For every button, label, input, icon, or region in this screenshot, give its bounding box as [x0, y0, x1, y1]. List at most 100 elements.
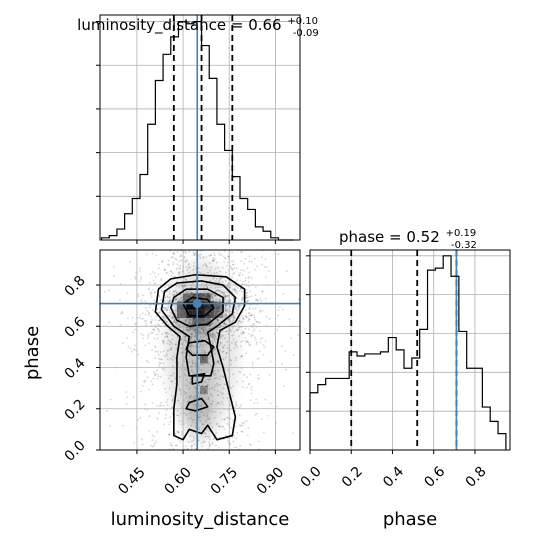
joint-scatter-point: [188, 361, 191, 363]
joint-scatter-point: [183, 338, 186, 341]
joint-scatter-point: [188, 320, 191, 323]
joint-density-panel: 0.45 0.60 0.75 0.90 0.0 0.2 0.4 0.6 0.8 luminos…: [22, 249, 301, 530]
joint-scatter-point: [218, 281, 221, 284]
joint-scatter-point: [229, 265, 232, 268]
joint-scatter-point: [258, 357, 260, 360]
joint-scatter-point: [178, 323, 181, 326]
joint-scatter-point: [242, 422, 245, 425]
joint-scatter-point: [225, 330, 227, 333]
joint-scatter-point: [260, 256, 263, 259]
joint-scatter-point: [190, 424, 193, 427]
joint-scatter-point: [225, 304, 227, 307]
joint-scatter-point: [231, 334, 234, 337]
joint-scatter-point: [233, 316, 236, 319]
joint-scatter-point: [168, 433, 170, 436]
joint-scatter-point: [143, 380, 146, 382]
joint-scatter-point: [139, 278, 142, 281]
joint-scatter-point: [229, 417, 232, 420]
joint-scatter-point: [216, 423, 219, 425]
joint-scatter-point: [247, 316, 249, 319]
joint-scatter-point: [281, 345, 283, 347]
joint-scatter-point: [211, 296, 213, 299]
joint-scatter-point: [129, 260, 132, 263]
joint-scatter-point: [181, 420, 183, 422]
joint-scatter-point: [257, 321, 260, 324]
joint-scatter-point: [162, 404, 165, 407]
joint-scatter-point: [223, 261, 225, 263]
joint-scatter-point: [208, 435, 211, 438]
joint-scatter-point: [168, 433, 170, 436]
joint-scatter-point: [243, 373, 246, 376]
joint-scatter-point: [211, 300, 214, 302]
joint-scatter-point: [167, 259, 170, 262]
joint-scatter-point: [211, 259, 214, 262]
joint-scatter-point: [256, 320, 258, 323]
phase-x-tick-label: 0.2: [339, 464, 366, 491]
joint-scatter-point: [232, 320, 234, 322]
joint-scatter-point: [179, 255, 181, 258]
joint-scatter-point: [190, 365, 193, 368]
joint-scatter-point: [190, 291, 193, 294]
joint-scatter-point: [156, 307, 159, 310]
joint-scatter-point: [207, 360, 210, 363]
phase-x-tick-label: 0.0: [298, 464, 325, 491]
joint-scatter-point: [144, 371, 146, 374]
joint-scatter-point: [157, 273, 160, 276]
joint-scatter-point: [246, 434, 249, 437]
joint-scatter-point: [174, 299, 176, 302]
joint-scatter-point: [215, 331, 218, 334]
joint-scatter-point: [189, 323, 192, 326]
joint-scatter-point: [187, 290, 189, 293]
joint-scatter-point: [214, 301, 217, 303]
joint-scatter-point: [174, 432, 177, 435]
joint-scatter-point: [179, 272, 181, 275]
joint-scatter-point: [234, 359, 237, 362]
joint-scatter-point: [193, 398, 196, 401]
joint-scatter-point: [235, 345, 238, 348]
joint-scatter-point: [192, 345, 195, 347]
joint-scatter-point: [245, 316, 248, 319]
joint-scatter-point: [157, 267, 160, 270]
joint-scatter-point: [156, 337, 159, 340]
joint-scatter-point: [198, 318, 200, 321]
joint-scatter-point: [208, 295, 211, 298]
joint-scatter-point: [204, 333, 207, 336]
joint-scatter-point: [174, 275, 177, 278]
joint-scatter-point: [218, 306, 221, 309]
joint-density-shading: [164, 260, 239, 444]
joint-scatter-point: [242, 296, 245, 298]
joint-scatter-point: [171, 312, 174, 315]
joint-scatter-point: [168, 290, 171, 293]
joint-scatter-point: [175, 444, 178, 447]
joint-scatter-point: [218, 298, 221, 301]
joint-scatter-point: [185, 396, 188, 399]
joint-scatter-point: [214, 352, 217, 355]
joint-scatter-point: [146, 408, 149, 411]
joint-scatter-point: [184, 298, 187, 301]
joint-scatter-point: [212, 438, 215, 441]
joint-scatter-point: [221, 375, 224, 378]
joint-scatter-point: [190, 445, 193, 448]
joint-scatter-point: [222, 376, 225, 379]
joint-scatter-point: [146, 309, 149, 312]
joint-scatter-point: [194, 364, 197, 367]
joint-scatter-point: [173, 372, 175, 375]
joint-scatter-point: [209, 438, 211, 441]
joint-scatter-point: [193, 403, 196, 406]
joint-scatter-point: [212, 334, 215, 337]
joint-scatter-point: [224, 323, 226, 325]
joint-scatter-point: [201, 294, 204, 297]
joint-scatter-point: [213, 276, 215, 279]
joint-scatter-point: [192, 251, 195, 254]
joint-y-tick-label: 0.4: [62, 355, 89, 382]
joint-scatter-point: [171, 338, 174, 341]
joint-scatter-point: [178, 260, 181, 263]
joint-scatter-point: [207, 271, 209, 274]
joint-scatter-point: [214, 314, 217, 317]
joint-scatter-point: [224, 306, 227, 309]
joint-scatter-point: [166, 308, 169, 311]
joint-scatter-point: [205, 338, 208, 340]
joint-scatter-point: [153, 299, 156, 302]
joint-scatter-point: [219, 254, 221, 256]
joint-scatter-point: [208, 441, 210, 444]
